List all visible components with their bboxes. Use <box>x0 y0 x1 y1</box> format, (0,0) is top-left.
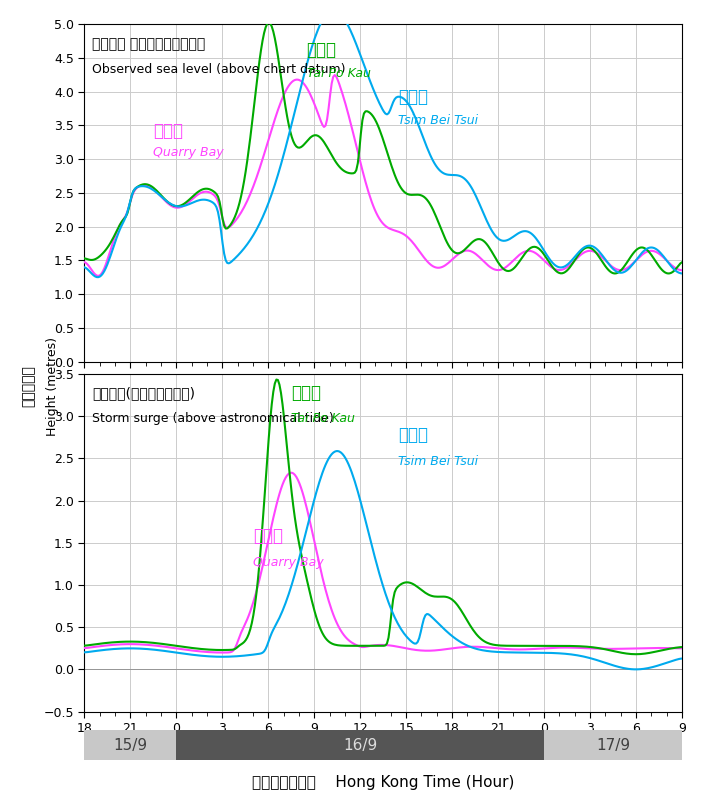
Bar <box>176 730 544 760</box>
Text: Tai Po Kau: Tai Po Kau <box>291 412 355 425</box>
Text: Tai Po Kau: Tai Po Kau <box>307 67 370 80</box>
Text: 16/9: 16/9 <box>343 737 378 753</box>
Text: Storm surge (above astronomical tide): Storm surge (above astronomical tide) <box>92 412 334 425</box>
Text: Observed sea level (above chart datum): Observed sea level (above chart datum) <box>92 63 345 76</box>
Text: 香港時間（時）    Hong Kong Time (Hour): 香港時間（時） Hong Kong Time (Hour) <box>252 775 515 790</box>
Text: 鱃魚涌: 鱃魚涌 <box>253 527 283 545</box>
Text: 17/9: 17/9 <box>596 737 630 753</box>
Text: 尖鼻咊: 尖鼻咊 <box>399 426 428 444</box>
Text: 大埔滙: 大埔滙 <box>307 40 337 59</box>
Text: Tsim Bei Tsui: Tsim Bei Tsui <box>399 114 479 127</box>
Text: Quarry Bay: Quarry Bay <box>153 146 224 159</box>
Bar <box>544 730 682 760</box>
Text: 高度（米）: 高度（米） <box>21 365 35 407</box>
Text: 15/9: 15/9 <box>113 737 148 753</box>
Text: 風暴潮位(天文潮高度以上): 風暴潮位(天文潮高度以上) <box>92 386 195 401</box>
Text: Tsim Bei Tsui: Tsim Bei Tsui <box>399 455 479 469</box>
Text: Height (metres): Height (metres) <box>46 337 58 436</box>
Text: Quarry Bay: Quarry Bay <box>253 556 323 569</box>
Text: 大埔滙: 大埔滙 <box>291 384 321 402</box>
Text: 實測潮位 （海圖基準面以上）: 實測潮位 （海圖基準面以上） <box>92 37 205 51</box>
Bar <box>84 730 176 760</box>
Text: 鱃魚涌: 鱃魚涌 <box>153 122 183 139</box>
Text: 尖鼻咊: 尖鼻咊 <box>399 88 428 105</box>
